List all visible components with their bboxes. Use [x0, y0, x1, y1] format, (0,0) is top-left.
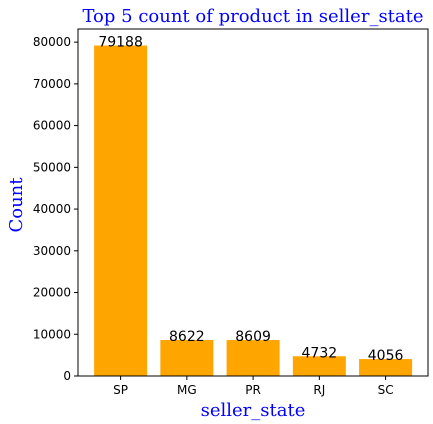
y-tick-label: 80000: [33, 35, 71, 49]
x-axis-label: seller_state: [201, 400, 306, 421]
bar-sc: [359, 359, 413, 376]
y-tick-label: 40000: [33, 202, 71, 216]
x-tick-label-sp: SP: [113, 383, 128, 397]
bar-rj: [292, 356, 346, 376]
x-tick-label-sc: SC: [378, 383, 394, 397]
y-tick-label: 70000: [33, 77, 71, 91]
chart-title: Top 5 count of product in seller_state: [82, 6, 423, 27]
x-axis-ticks: SP MG PR RJ SC: [113, 376, 394, 397]
plot-frame: [77, 28, 429, 377]
y-tick-label: 20000: [33, 286, 71, 300]
x-tick-label-pr: PR: [245, 383, 261, 397]
data-label-sp: 79188: [98, 35, 143, 51]
bar-pr: [226, 340, 280, 376]
bar-sp: [94, 45, 148, 376]
y-tick-label: 0: [63, 369, 71, 383]
y-axis-label: Count: [6, 177, 27, 233]
x-tick-label-rj: RJ: [313, 383, 325, 397]
y-tick-label: 30000: [33, 244, 71, 258]
data-label-rj: 4732: [302, 345, 338, 361]
data-label-sc: 4056: [368, 348, 404, 364]
data-label-mg: 8622: [169, 329, 205, 345]
y-tick-label: 50000: [33, 160, 71, 174]
x-tick-label-mg: MG: [177, 383, 197, 397]
y-tick-label: 60000: [33, 119, 71, 133]
bar-mg: [160, 340, 214, 376]
y-tick-label: 10000: [33, 327, 71, 341]
data-labels: 79188 8622 8609 4732 4056: [98, 35, 403, 365]
bars: [94, 45, 413, 376]
data-label-pr: 8609: [235, 329, 271, 345]
y-axis-ticks: 0 10000 20000 30000 40000 50000 60000 70000 8000…: [33, 35, 78, 383]
